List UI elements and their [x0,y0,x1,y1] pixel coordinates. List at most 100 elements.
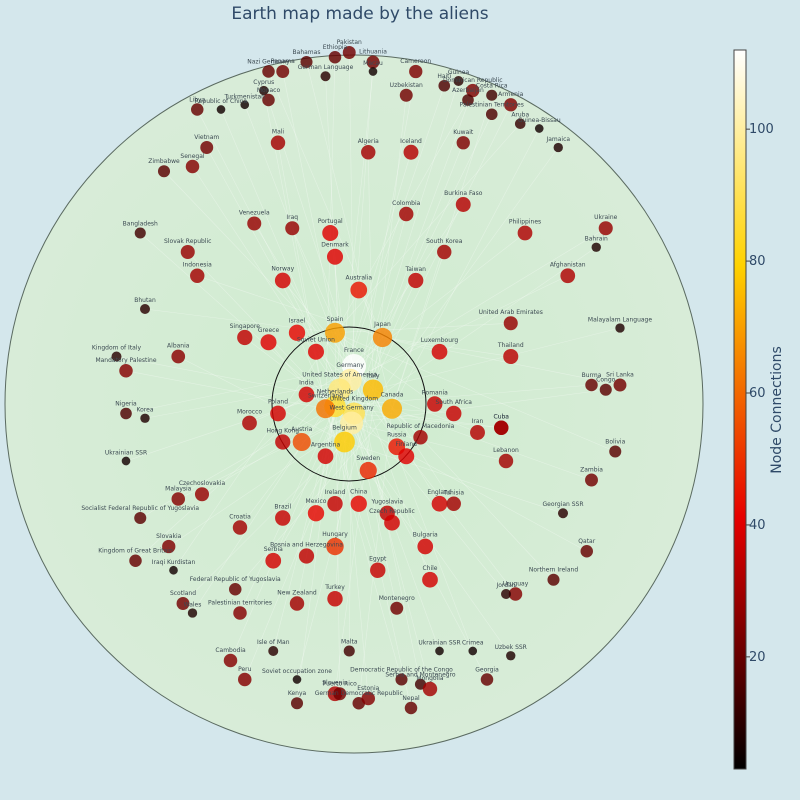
node-marker[interactable] [326,248,344,265]
node-marker[interactable] [599,383,612,396]
node-marker[interactable] [180,244,195,260]
node-marker[interactable] [298,548,315,564]
node-marker[interactable] [398,448,415,465]
node-marker[interactable] [503,348,519,365]
node-marker[interactable] [585,378,598,392]
node-marker[interactable] [194,487,210,502]
node-marker[interactable] [262,65,275,78]
node-marker[interactable] [508,587,523,601]
node-marker[interactable] [275,510,291,526]
node-marker[interactable] [517,225,533,241]
node-marker[interactable] [259,85,269,96]
node-marker[interactable] [288,324,306,341]
node-marker[interactable] [361,691,376,706]
node-marker[interactable] [200,141,214,154]
node-marker[interactable] [119,364,133,378]
node-marker[interactable] [437,244,452,260]
node-marker[interactable] [276,65,290,78]
node-marker[interactable] [292,675,302,684]
node-marker[interactable] [327,591,343,607]
node-marker[interactable] [327,496,343,512]
node-marker[interactable] [274,272,291,289]
node-marker[interactable] [247,216,262,231]
node-marker[interactable] [485,108,498,121]
node-marker[interactable] [171,349,186,364]
node-marker[interactable] [120,407,132,420]
node-marker[interactable] [343,645,355,657]
node-marker[interactable] [446,405,462,422]
node-marker[interactable] [438,79,451,92]
node-marker[interactable] [157,165,171,178]
node-marker[interactable] [242,415,257,431]
node-marker[interactable] [390,601,404,615]
node-marker[interactable] [395,673,408,686]
node-marker[interactable] [486,89,498,101]
node-marker[interactable] [399,88,413,102]
node-marker[interactable] [404,701,418,715]
node-marker[interactable] [216,105,226,114]
node-marker[interactable] [275,434,291,450]
node-marker[interactable] [169,565,178,575]
node-marker[interactable] [322,224,339,242]
node-marker[interactable] [300,55,313,69]
node-marker[interactable] [368,67,378,76]
node-marker[interactable] [237,329,253,346]
node-marker[interactable] [462,94,474,106]
node-marker[interactable] [506,651,516,661]
node-marker[interactable] [162,539,176,554]
node-marker[interactable] [134,511,147,525]
node-marker[interactable] [340,411,364,435]
node-marker[interactable] [270,135,286,150]
node-marker[interactable] [121,456,131,466]
node-marker[interactable] [455,197,471,212]
node-marker[interactable] [307,505,325,522]
node-marker[interactable] [504,98,518,112]
node-marker[interactable] [613,378,627,392]
node-marker[interactable] [187,608,198,618]
node-marker[interactable] [316,399,335,419]
node-marker[interactable] [342,46,356,59]
node-marker[interactable] [240,100,250,110]
node-marker[interactable] [403,144,419,160]
node-marker[interactable] [268,645,279,657]
node-marker[interactable] [553,142,563,153]
node-marker[interactable] [557,508,569,519]
node-marker[interactable] [480,673,494,686]
node-marker[interactable] [431,495,448,512]
node-marker[interactable] [292,432,311,452]
node-marker[interactable] [190,268,205,283]
node-marker[interactable] [328,51,342,64]
node-marker[interactable] [328,378,352,402]
node-marker[interactable] [534,124,544,133]
node-marker[interactable] [413,430,428,445]
node-marker[interactable] [129,554,142,567]
node-marker[interactable] [320,71,331,82]
node-marker[interactable] [334,431,355,453]
node-marker[interactable] [325,322,345,343]
node-marker[interactable] [468,646,478,656]
node-marker[interactable] [290,697,304,710]
node-marker[interactable] [223,653,238,668]
node-marker[interactable] [547,573,560,586]
node-marker[interactable] [298,386,315,403]
node-marker[interactable] [232,520,248,535]
node-marker[interactable] [265,552,282,569]
node-marker[interactable] [498,453,514,469]
node-marker[interactable] [580,545,593,558]
node-marker[interactable] [361,145,376,160]
node-marker[interactable] [615,323,625,333]
node-marker[interactable] [134,227,146,239]
node-marker[interactable] [359,461,377,480]
node-marker[interactable] [111,351,122,362]
node-marker[interactable] [381,398,403,419]
node-marker[interactable] [494,420,509,435]
node-marker[interactable] [326,537,344,556]
node-marker[interactable] [307,343,325,360]
node-marker[interactable] [466,83,480,98]
node-marker[interactable] [176,597,190,610]
node-marker[interactable] [262,93,275,107]
node-marker[interactable] [139,303,151,315]
node-marker[interactable] [238,672,252,687]
node-marker[interactable] [417,538,434,555]
node-marker[interactable] [453,75,464,87]
